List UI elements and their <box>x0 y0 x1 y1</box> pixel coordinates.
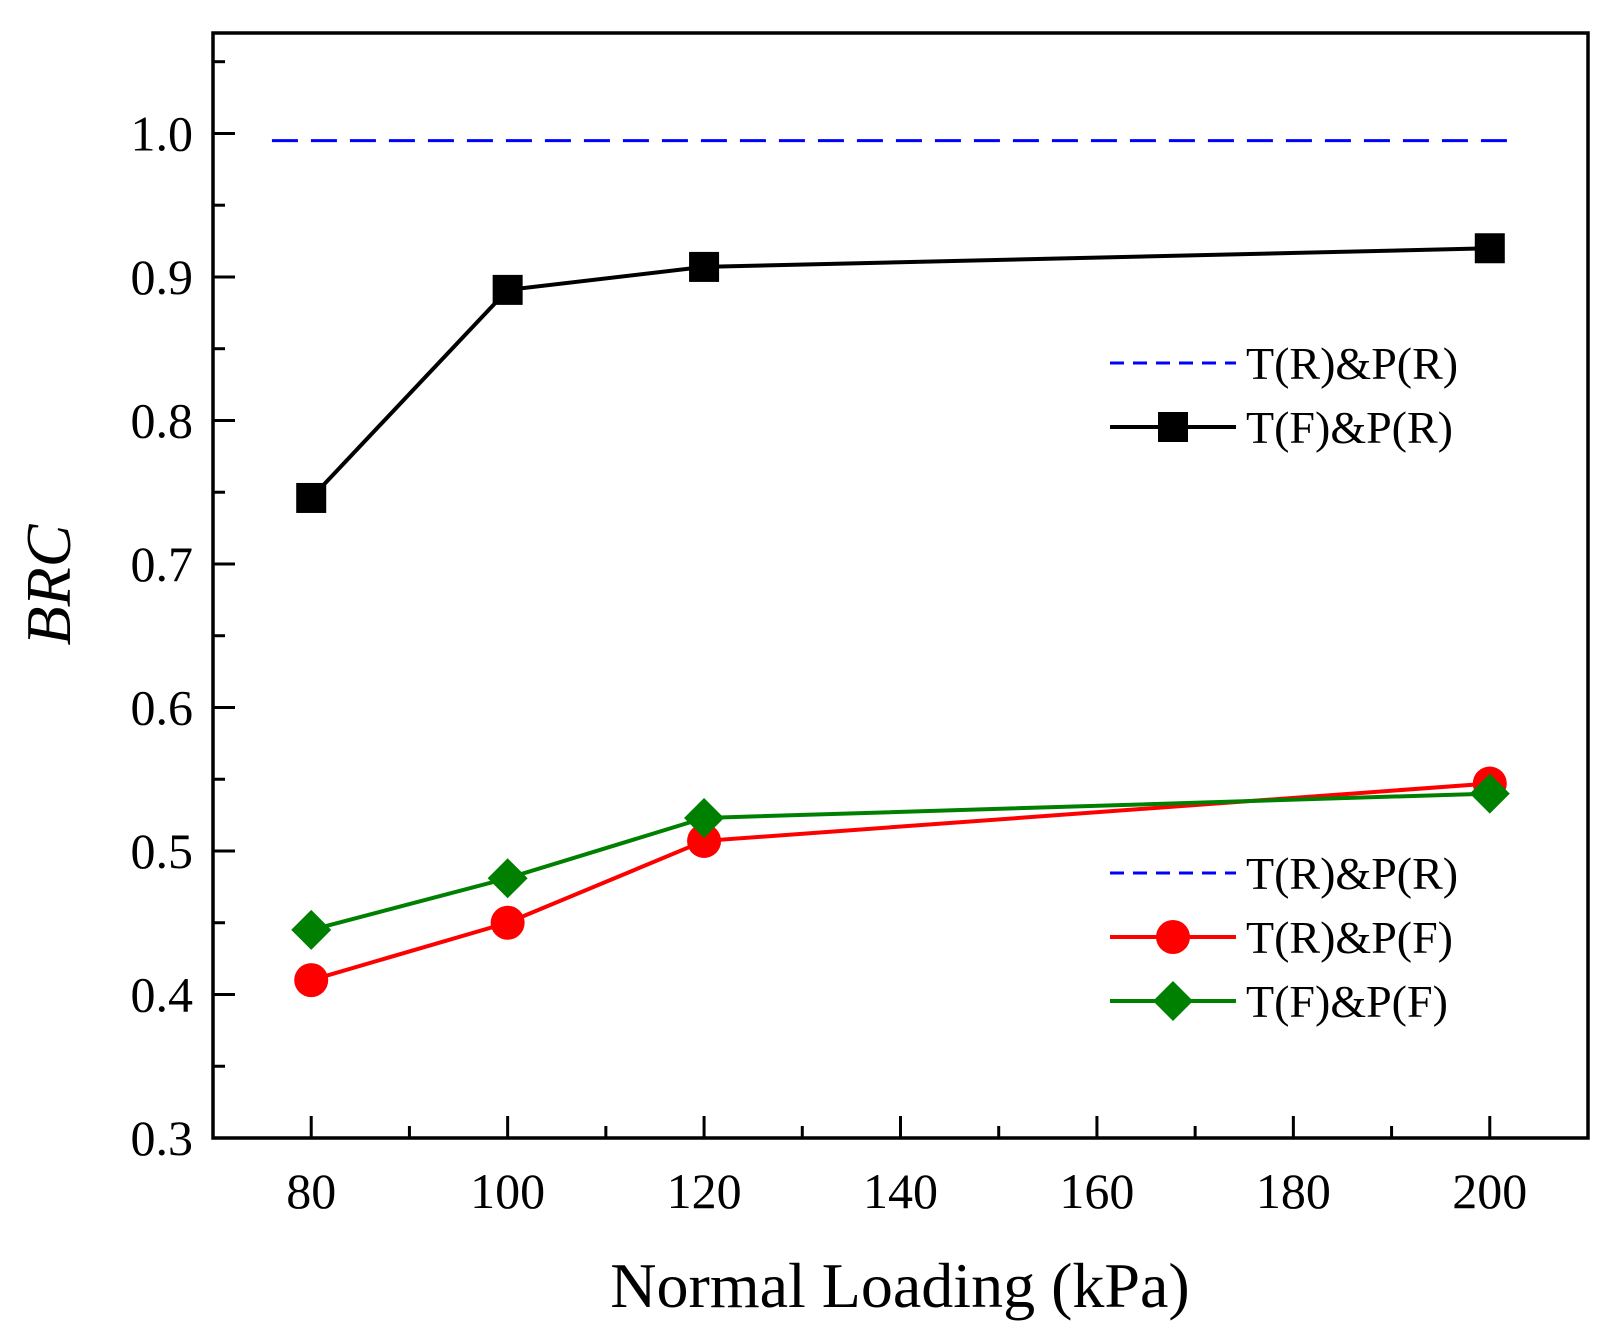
x-tick-label: 100 <box>470 1163 545 1219</box>
legend-entry: T(R)&P(R) <box>1110 848 1458 899</box>
data-point-diamond <box>487 858 528 899</box>
x-tick-label: 140 <box>863 1163 938 1219</box>
y-tick-label: 0.7 <box>131 536 194 592</box>
legend-marker <box>1158 412 1188 442</box>
legend-label: T(R)&P(F) <box>1246 912 1453 963</box>
data-point-diamond <box>291 909 332 950</box>
x-tick-label: 200 <box>1452 1163 1527 1219</box>
y-tick-label: 0.4 <box>131 966 194 1022</box>
y-axis-title: BRC <box>13 523 84 645</box>
data-point-circle <box>490 905 525 940</box>
legend-lower-right: T(R)&P(R) T(R)&P(F) T(F)&P(F) <box>1110 848 1458 1027</box>
y-tick-label: 1.0 <box>131 105 194 161</box>
legend-entry: T(R)&P(R) <box>1110 338 1458 389</box>
x-tick-label: 120 <box>667 1163 742 1219</box>
series-1 <box>296 233 1505 513</box>
x-tick-label: 180 <box>1256 1163 1331 1219</box>
legend-label: T(R)&P(R) <box>1246 338 1458 389</box>
y-tick-label: 0.5 <box>131 823 194 879</box>
plot-frame <box>211 31 1590 1140</box>
data-point-diamond <box>1469 773 1510 814</box>
legend-label: T(F)&P(R) <box>1246 402 1453 453</box>
legend-label: T(F)&P(F) <box>1246 976 1448 1027</box>
y-tick-label: 0.3 <box>131 1110 194 1166</box>
series-line <box>310 791 1490 932</box>
legend-entry: T(R)&P(F) <box>1110 912 1453 963</box>
legends: T(R)&P(R) T(F)&P(R) T(R)&P(R) T(R)&P(F) T(F)… <box>1110 338 1458 1027</box>
legend-marker <box>1156 920 1190 954</box>
series-3 <box>291 773 1510 950</box>
legend-entry: T(F)&P(F) <box>1110 976 1448 1027</box>
x-tick-label: 80 <box>286 1163 336 1219</box>
data-point-circle <box>687 823 722 858</box>
data-point-square <box>492 274 523 305</box>
axis-ticks: 80 100 120 140 160 180 200 0.3 0.4 0.5 0.6 0.7 0.8 0.… <box>131 60 1527 1219</box>
x-tick-label: 160 <box>1059 1163 1134 1219</box>
y-tick-label: 0.8 <box>131 392 194 448</box>
y-tick-label: 0.6 <box>131 679 194 735</box>
series-line <box>310 781 1490 983</box>
data-point-square <box>1474 233 1505 264</box>
series-line <box>309 246 1490 500</box>
data-point-circle <box>294 963 329 998</box>
data-point-square <box>689 251 720 282</box>
legend-marker <box>1153 981 1193 1021</box>
legend-upper-right: T(R)&P(R) T(F)&P(R) <box>1110 338 1458 453</box>
y-tick-label: 0.9 <box>131 249 194 305</box>
plot-marks <box>271 139 1510 998</box>
data-point-diamond <box>684 797 725 838</box>
legend-entry: T(F)&P(R) <box>1110 402 1453 453</box>
data-point-square <box>296 482 327 513</box>
legend-label: T(R)&P(R) <box>1246 848 1458 899</box>
x-axis-title: Normal Loading (kPa) <box>610 1250 1189 1321</box>
